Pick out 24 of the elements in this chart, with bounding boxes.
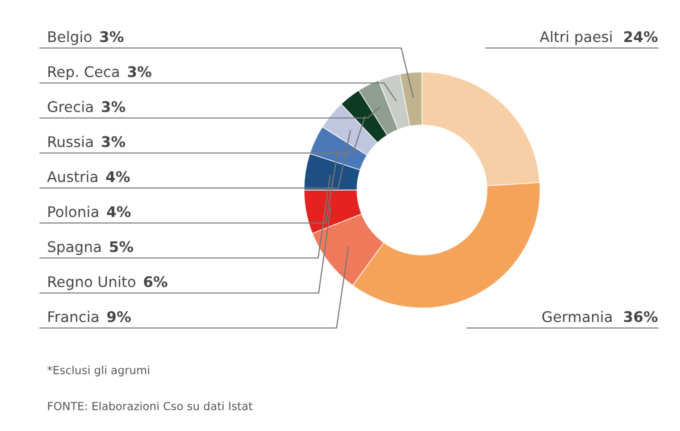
data-label: 3% — [102, 101, 126, 112]
data-label: 3% — [102, 136, 126, 148]
slice-label: Altri paesi — [540, 30, 612, 45]
text: *Esclusi gli agrumi — [47, 366, 150, 376]
slice-label: Russia — [48, 136, 93, 148]
slice-label: Germania — [542, 310, 612, 322]
slice-label: Spagna — [48, 241, 101, 255]
data-label: 5% — [110, 241, 134, 252]
data-label: 3% — [128, 66, 152, 78]
source-note: FONTE: Elaborazioni Cso su dati Istat — [48, 402, 252, 410]
slice-label: Grecia — [48, 100, 93, 112]
slice-label: Rep. Ceca — [48, 66, 119, 80]
slice-label: Belgio — [48, 30, 92, 45]
data-label: 4% — [106, 171, 130, 182]
data-label: 9% — [107, 311, 131, 322]
slice-label: Austria — [47, 170, 98, 182]
slice-label: Francia — [48, 310, 98, 322]
data-label: 4% — [106, 206, 131, 218]
slice-label: Polonia — [48, 206, 98, 218]
data-label: 36% — [624, 311, 658, 322]
data-label: 6% — [144, 276, 168, 288]
slice-label: Regno Unito — [48, 276, 136, 290]
data-label: 24% — [624, 31, 658, 42]
data-label: 3% — [100, 31, 124, 42]
